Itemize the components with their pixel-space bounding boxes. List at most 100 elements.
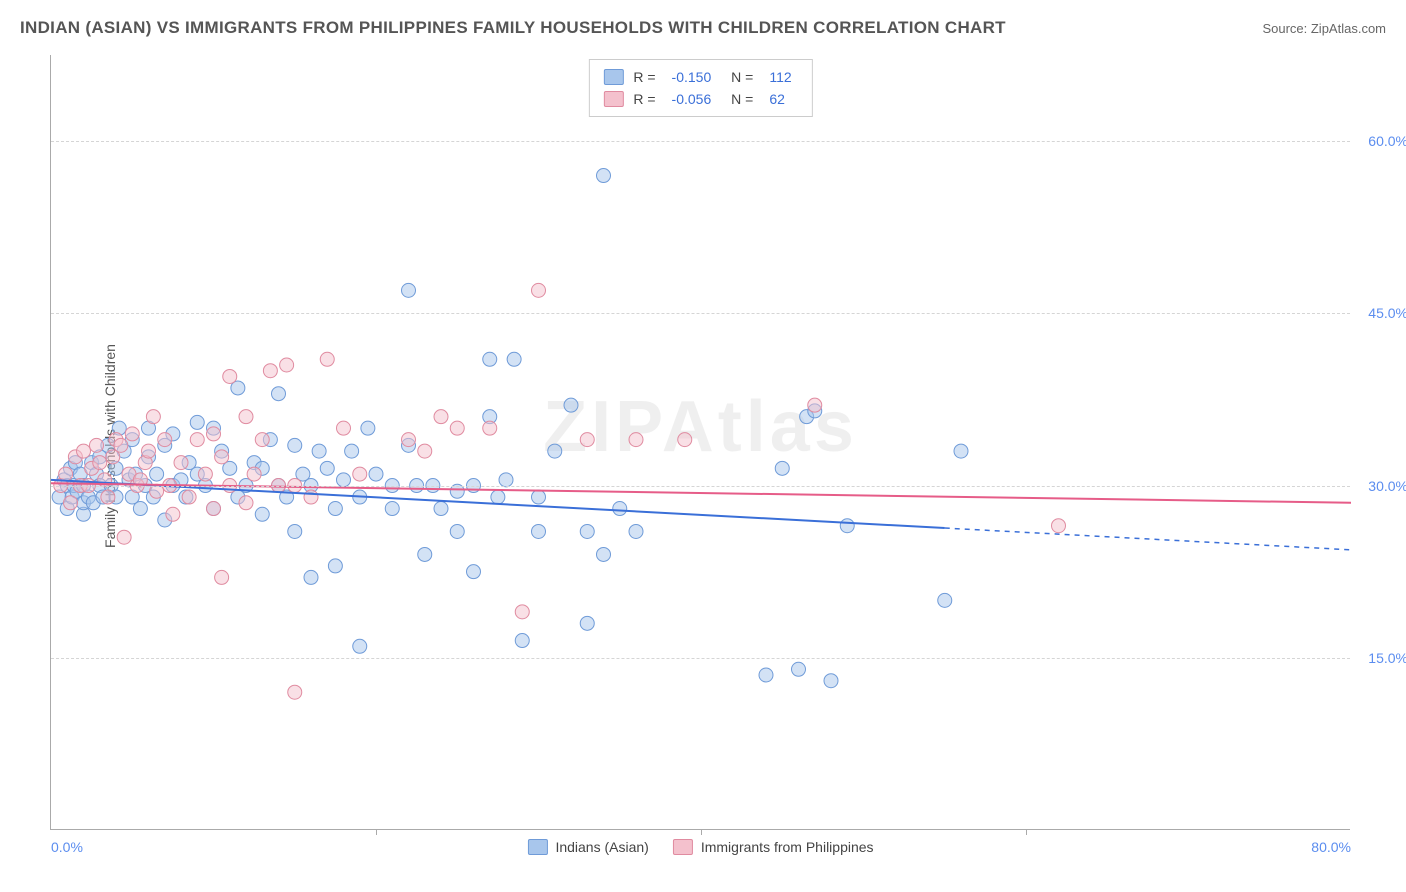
data-point-indians — [328, 502, 342, 516]
data-point-philippines — [532, 283, 546, 297]
data-point-philippines — [166, 507, 180, 521]
plot-area: ZIPAtlas R =-0.150 N =112 R =-0.056 N =6… — [50, 55, 1350, 830]
data-point-indians — [434, 502, 448, 516]
data-point-philippines — [678, 433, 692, 447]
data-point-philippines — [353, 467, 367, 481]
data-point-philippines — [247, 467, 261, 481]
data-point-philippines — [114, 438, 128, 452]
data-point-philippines — [450, 421, 464, 435]
data-point-indians — [320, 461, 334, 475]
n-philippines: 62 — [769, 88, 785, 110]
data-point-indians — [824, 674, 838, 688]
legend-series: Indians (Asian) Immigrants from Philippi… — [527, 839, 873, 855]
data-point-indians — [255, 507, 269, 521]
data-point-indians — [491, 490, 505, 504]
data-point-indians — [328, 559, 342, 573]
data-point-philippines — [320, 352, 334, 366]
data-point-philippines — [418, 444, 432, 458]
data-point-philippines — [1052, 519, 1066, 533]
data-point-philippines — [483, 421, 497, 435]
chart-svg — [51, 55, 1350, 829]
data-point-philippines — [239, 496, 253, 510]
data-point-philippines — [223, 369, 237, 383]
r-indians: -0.150 — [672, 66, 712, 88]
data-point-indians — [190, 415, 204, 429]
data-point-philippines — [182, 490, 196, 504]
data-point-philippines — [142, 444, 156, 458]
data-point-philippines — [239, 410, 253, 424]
data-point-indians — [597, 547, 611, 561]
source-label: Source: ZipAtlas.com — [1262, 21, 1386, 36]
data-point-indians — [369, 467, 383, 481]
data-point-indians — [532, 524, 546, 538]
data-point-philippines — [207, 427, 221, 441]
n-indians: 112 — [769, 66, 791, 88]
data-point-indians — [450, 524, 464, 538]
x-tick-mark — [1026, 829, 1027, 835]
data-point-philippines — [215, 450, 229, 464]
legend-label-indians: Indians (Asian) — [555, 839, 648, 855]
legend-correlation: R =-0.150 N =112 R =-0.056 N =62 — [588, 59, 812, 117]
data-point-indians — [759, 668, 773, 682]
data-point-indians — [564, 398, 578, 412]
data-point-indians — [361, 421, 375, 435]
data-point-philippines — [304, 490, 318, 504]
data-point-indians — [385, 502, 399, 516]
data-point-indians — [288, 438, 302, 452]
data-point-indians — [304, 570, 318, 584]
x-tick-label: 0.0% — [51, 839, 83, 855]
data-point-indians — [954, 444, 968, 458]
data-point-indians — [150, 467, 164, 481]
data-point-philippines — [93, 456, 107, 470]
data-point-indians — [515, 634, 529, 648]
x-tick-mark — [701, 829, 702, 835]
data-point-indians — [775, 461, 789, 475]
data-point-indians — [548, 444, 562, 458]
data-point-philippines — [158, 433, 172, 447]
legend-row-indians: R =-0.150 N =112 — [603, 66, 797, 88]
data-point-philippines — [59, 467, 73, 481]
data-point-philippines — [629, 433, 643, 447]
data-point-philippines — [198, 467, 212, 481]
gridline-h — [51, 141, 1350, 142]
data-point-indians — [938, 593, 952, 607]
gridline-h — [51, 658, 1350, 659]
legend-label-philippines: Immigrants from Philippines — [701, 839, 874, 855]
y-tick-label: 60.0% — [1368, 133, 1406, 149]
data-point-philippines — [90, 438, 104, 452]
data-point-philippines — [515, 605, 529, 619]
data-point-indians — [288, 524, 302, 538]
swatch-philippines-bottom — [673, 839, 693, 855]
y-tick-label: 45.0% — [1368, 305, 1406, 321]
data-point-indians — [580, 616, 594, 630]
data-point-philippines — [207, 502, 221, 516]
data-point-indians — [580, 524, 594, 538]
legend-row-philippines: R =-0.056 N =62 — [603, 88, 797, 110]
swatch-indians-bottom — [527, 839, 547, 855]
data-point-philippines — [215, 570, 229, 584]
data-point-indians — [597, 169, 611, 183]
data-point-indians — [418, 547, 432, 561]
data-point-philippines — [64, 496, 78, 510]
data-point-indians — [345, 444, 359, 458]
data-point-philippines — [77, 444, 91, 458]
data-point-philippines — [174, 456, 188, 470]
data-point-indians — [353, 639, 367, 653]
data-point-indians — [532, 490, 546, 504]
data-point-philippines — [125, 427, 139, 441]
data-point-philippines — [580, 433, 594, 447]
data-point-philippines — [263, 364, 277, 378]
data-point-philippines — [117, 530, 131, 544]
swatch-indians — [603, 69, 623, 85]
chart-title: INDIAN (ASIAN) VS IMMIGRANTS FROM PHILIP… — [20, 18, 1006, 38]
data-point-indians — [792, 662, 806, 676]
trendline-ext-indians — [945, 528, 1351, 550]
y-tick-label: 30.0% — [1368, 478, 1406, 494]
data-point-philippines — [190, 433, 204, 447]
data-point-philippines — [288, 685, 302, 699]
y-tick-label: 15.0% — [1368, 650, 1406, 666]
data-point-indians — [402, 283, 416, 297]
data-point-philippines — [101, 490, 115, 504]
data-point-indians — [840, 519, 854, 533]
data-point-indians — [467, 565, 481, 579]
